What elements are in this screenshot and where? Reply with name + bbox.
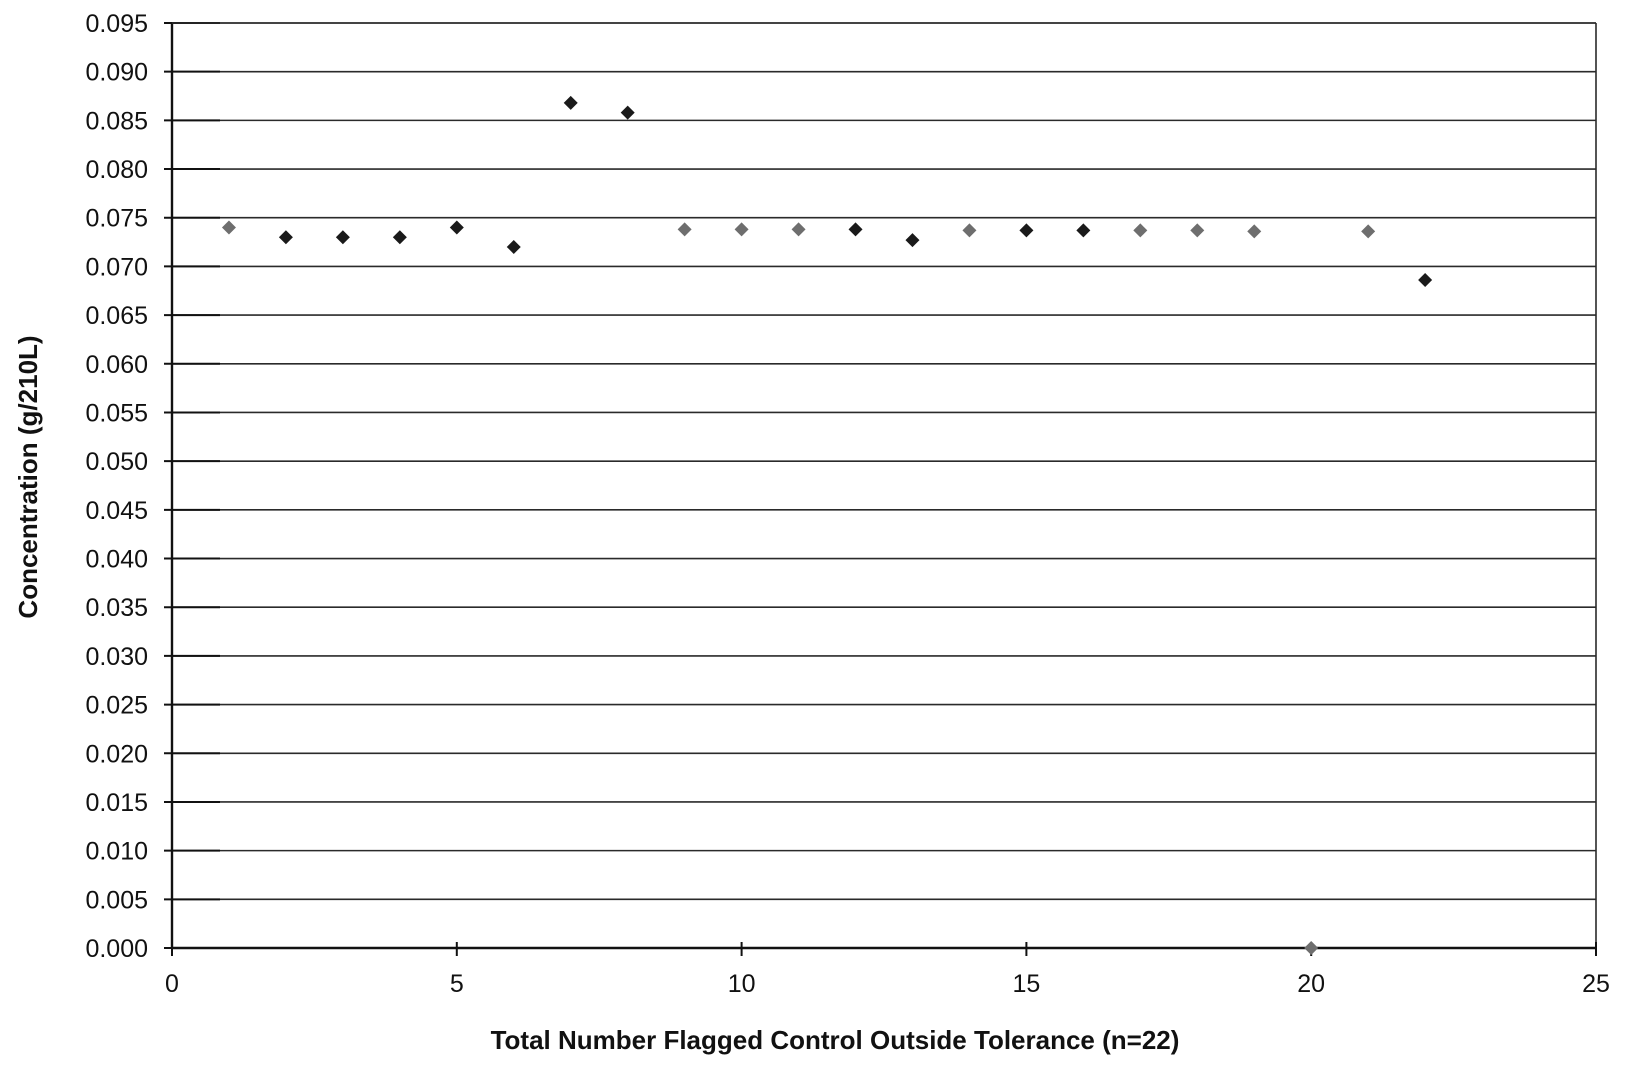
y-tick-label: 0.025 xyxy=(85,692,148,720)
y-tick-label: 0.065 xyxy=(85,302,148,330)
x-axis-title: Total Number Flagged Control Outside Tol… xyxy=(491,1025,1180,1055)
y-tick-label: 0.090 xyxy=(85,59,148,87)
data-point-diamond xyxy=(791,222,806,237)
data-point-diamond xyxy=(449,220,464,235)
data-point-diamond xyxy=(1190,223,1205,238)
x-tick-label: 10 xyxy=(728,970,756,998)
y-tick-label: 0.010 xyxy=(85,838,148,866)
data-point-diamond xyxy=(1247,224,1262,239)
data-point-diamond xyxy=(1019,223,1034,238)
y-tick-label: 0.060 xyxy=(85,351,148,379)
data-point-diamond xyxy=(734,222,749,237)
data-point-diamond xyxy=(1361,224,1376,239)
data-point-diamond xyxy=(1418,273,1433,288)
data-point-diamond xyxy=(848,222,863,237)
gridlines xyxy=(172,22,1596,901)
y-tick-label: 0.020 xyxy=(85,740,148,768)
data-point-diamond xyxy=(620,105,635,120)
y-tick-label: 0.040 xyxy=(85,546,148,574)
data-points xyxy=(221,95,1433,955)
y-axis-title: Concentration (g/210L) xyxy=(13,335,43,618)
y-tick-labels: 0.000 0.005 0.010 0.015 0.020 0.025 0.030 0.035… xyxy=(85,10,148,963)
data-point-diamond xyxy=(221,220,236,235)
x-tick-label: 20 xyxy=(1297,970,1325,998)
y-tick-label: 0.000 xyxy=(85,935,148,963)
y-tick-label: 0.070 xyxy=(85,253,148,281)
x-tick-labels: 0 5 10 15 20 25 xyxy=(165,970,1610,998)
data-point-diamond xyxy=(962,223,977,238)
data-point-diamond xyxy=(677,222,692,237)
x-tick-label: 5 xyxy=(450,970,464,998)
y-tick-label: 0.095 xyxy=(85,10,148,38)
y-tick-label: 0.045 xyxy=(85,497,148,525)
data-point-diamond xyxy=(1304,941,1319,955)
x-tick-label: 15 xyxy=(1012,970,1040,998)
data-point-diamond xyxy=(1133,223,1148,238)
data-point-diamond xyxy=(506,239,521,254)
data-point-diamond xyxy=(392,230,407,245)
x-tick-label: 25 xyxy=(1582,970,1610,998)
y-tick-label: 0.005 xyxy=(85,886,148,914)
data-point-diamond xyxy=(278,230,293,245)
y-tick-label: 0.015 xyxy=(85,789,148,817)
y-tick-label: 0.055 xyxy=(85,399,148,427)
data-point-diamond xyxy=(905,233,920,248)
y-tick-label: 0.030 xyxy=(85,643,148,671)
data-point-diamond xyxy=(1076,223,1091,238)
data-point-diamond xyxy=(335,230,350,245)
y-tick-label: 0.080 xyxy=(85,156,148,184)
y-tick-label: 0.035 xyxy=(85,594,148,622)
x-tick-label: 0 xyxy=(165,970,179,998)
y-tick-label: 0.050 xyxy=(85,448,148,476)
y-tick-label: 0.085 xyxy=(85,107,148,135)
axes xyxy=(164,22,1597,956)
y-tick-label: 0.075 xyxy=(85,205,148,233)
data-point-diamond xyxy=(563,95,578,110)
